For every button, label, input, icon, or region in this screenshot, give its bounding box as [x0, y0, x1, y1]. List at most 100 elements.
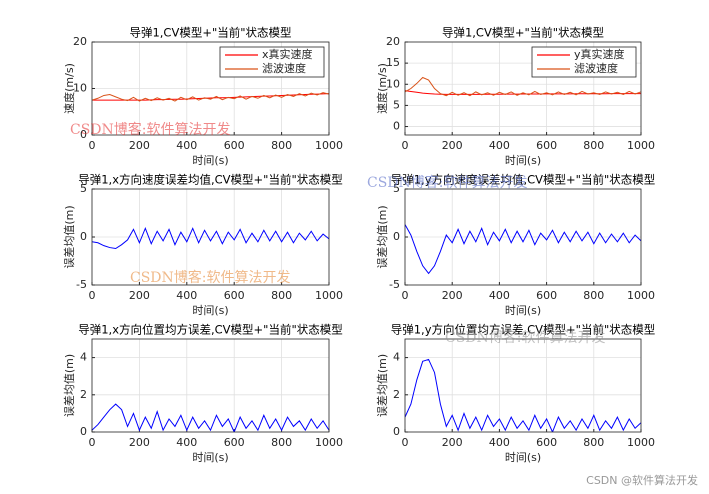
y-axis-label: 误差均值(m) [375, 354, 389, 417]
x-tick-label: 600 [536, 139, 557, 152]
x-tick-label: 1000 [627, 289, 655, 302]
x-tick-label: 600 [224, 289, 245, 302]
x-tick-label: 0 [89, 139, 96, 152]
watermark: CSDN博客:软件算法开发 [130, 269, 291, 286]
y-axis-label: 速度(m/s) [375, 63, 389, 114]
x-tick-label: 200 [129, 139, 150, 152]
y-tick-label: 20 [386, 35, 400, 48]
axes-box [404, 188, 642, 286]
x-tick-label: 200 [442, 436, 463, 449]
x-tick-label: 600 [224, 436, 245, 449]
y-tick-label: -5 [76, 278, 87, 291]
x-tick-label: 1000 [315, 436, 343, 449]
legend-label: x真实速度 [262, 47, 313, 61]
y-axis-label: 误差均值(m) [375, 205, 389, 268]
y-tick-label: 0 [393, 425, 400, 438]
x-tick-label: 600 [536, 436, 557, 449]
x-tick-label: 200 [129, 436, 150, 449]
watermark: CSDN博客:软件算法开发 [445, 329, 606, 346]
y-tick-label: 0 [80, 128, 87, 141]
y-tick-label: 4 [80, 351, 87, 364]
x-tick-label: 0 [402, 289, 409, 302]
x-tick-label: 400 [176, 139, 197, 152]
series-line [405, 76, 641, 97]
y-axis-label: 速度(m/s) [62, 63, 76, 114]
x-tick-label: 400 [489, 139, 510, 152]
y-tick-label: 10 [73, 82, 87, 95]
chart-title: 导弹1,y方向速度误差均值,CV模型+"当前"状态模型 [391, 173, 656, 187]
x-tick-label: 800 [271, 436, 292, 449]
chart-title: 导弹1,y方向位置均方误差,CV模型+"当前"状态模型 [391, 323, 656, 337]
plot-area [92, 339, 329, 432]
watermark: CSDN博客:软件算法开发 [367, 174, 528, 191]
axes-box [91, 338, 330, 433]
legend-label: 滤波速度 [262, 61, 306, 75]
footer: CSDN @软件算法开发 [586, 473, 698, 487]
axes-box [404, 41, 642, 136]
x-tick-label: 400 [176, 436, 197, 449]
x-tick-label: 0 [402, 436, 409, 449]
y-tick-label: 5 [393, 182, 400, 195]
chart-title: 导弹1,x方向速度误差均值,CV模型+"当前"状态模型 [78, 173, 343, 187]
x-axis-label: 时间(s) [192, 154, 228, 167]
x-tick-label: 400 [489, 289, 510, 302]
x-tick-label: 800 [271, 289, 292, 302]
x-tick-label: 1000 [627, 139, 655, 152]
y-tick-label: 20 [73, 35, 87, 48]
x-tick-label: 200 [129, 289, 150, 302]
axes-box [404, 338, 642, 433]
y-axis-label: 误差均值(m) [62, 354, 76, 417]
series-line [92, 92, 329, 102]
chart-title: 导弹1,x方向位置均方误差,CV模型+"当前"状态模型 [78, 323, 343, 337]
series-line [405, 224, 641, 275]
y-tick-label: 5 [393, 98, 400, 111]
x-axis-label: 时间(s) [192, 304, 228, 317]
x-tick-label: 600 [224, 139, 245, 152]
x-tick-label: 800 [583, 289, 604, 302]
series-line [92, 403, 329, 432]
y-tick-label: -5 [389, 278, 400, 291]
plot-area [405, 339, 641, 432]
legend-label: y真实速度 [574, 47, 625, 61]
x-axis-label: 时间(s) [505, 304, 541, 317]
axes-box [91, 41, 330, 136]
x-tick-label: 200 [442, 139, 463, 152]
y-tick-label: 2 [80, 388, 87, 401]
x-tick-label: 1000 [315, 139, 343, 152]
y-tick-label: 0 [80, 425, 87, 438]
x-tick-label: 400 [176, 289, 197, 302]
x-tick-label: 800 [583, 139, 604, 152]
x-tick-label: 1000 [315, 289, 343, 302]
x-tick-label: 800 [583, 436, 604, 449]
x-tick-label: 200 [442, 289, 463, 302]
x-tick-label: 0 [89, 436, 96, 449]
y-tick-label: 5 [80, 182, 87, 195]
x-axis-label: 时间(s) [505, 451, 541, 464]
legend-label: 滤波速度 [574, 61, 618, 75]
axes-box [91, 188, 330, 286]
y-tick-label: 0 [393, 120, 400, 133]
x-tick-label: 400 [489, 436, 510, 449]
y-tick-label: 4 [393, 351, 400, 364]
y-tick-label: 0 [80, 230, 87, 243]
x-axis-label: 时间(s) [192, 451, 228, 464]
y-tick-label: 2 [393, 388, 400, 401]
series-line [92, 227, 329, 250]
y-tick-label: 10 [386, 77, 400, 90]
series-line [405, 358, 641, 432]
chart-title: 导弹1,CV模型+"当前"状态模型 [442, 26, 604, 40]
x-tick-label: 600 [536, 289, 557, 302]
watermark: CSDN博客:软件算法开发 [70, 121, 231, 138]
y-axis-label: 误差均值(m) [62, 205, 76, 268]
x-axis-label: 时间(s) [505, 154, 541, 167]
y-tick-label: 0 [393, 230, 400, 243]
x-tick-label: 800 [271, 139, 292, 152]
x-tick-label: 0 [402, 139, 409, 152]
legend-box [531, 46, 637, 78]
y-tick-label: 15 [386, 56, 400, 69]
x-tick-label: 0 [89, 289, 96, 302]
legend-box [219, 46, 325, 78]
chart-title: 导弹1,CV模型+"当前"状态模型 [129, 26, 291, 40]
x-tick-label: 1000 [627, 436, 655, 449]
